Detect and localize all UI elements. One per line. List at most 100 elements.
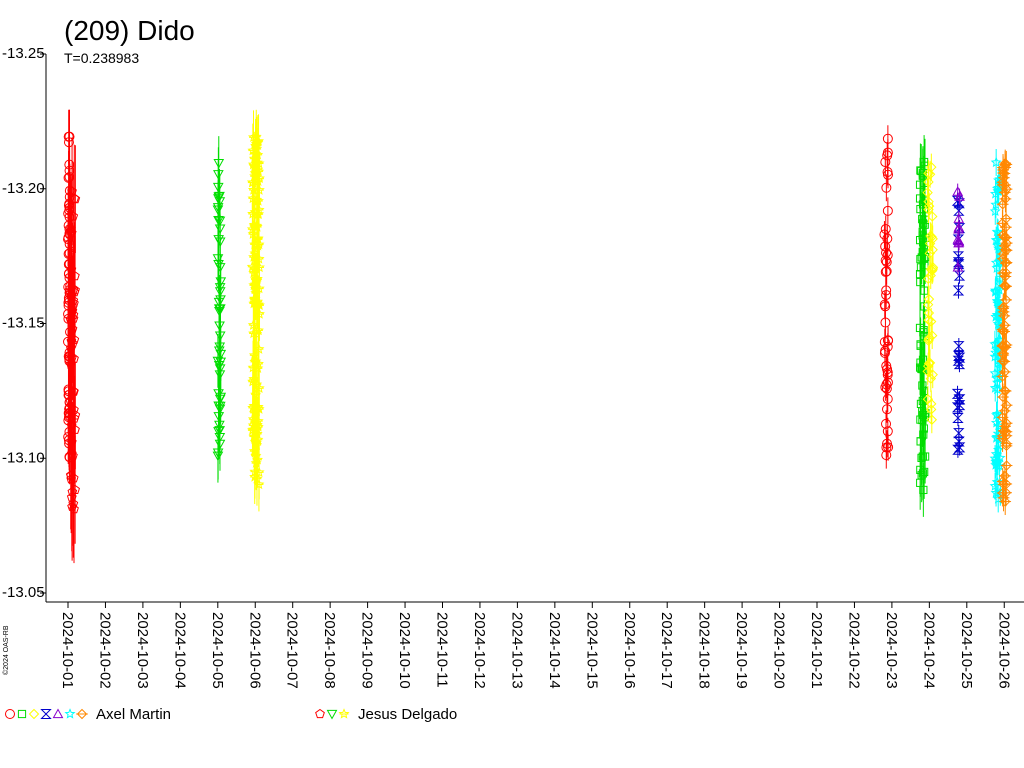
data-point: [997, 433, 1008, 444]
data-point: [992, 444, 1005, 455]
x-tick-label: 2024-10-18: [696, 612, 713, 689]
data-point: [249, 293, 261, 304]
data-point: [999, 356, 1010, 367]
data-point: [926, 161, 937, 173]
data-point: [998, 326, 1009, 337]
data-point: [882, 250, 893, 261]
data-point: [882, 147, 893, 158]
data-point: [881, 379, 892, 390]
data-point: [953, 221, 965, 232]
data-point: [918, 227, 927, 236]
y-tick-label: -13.15: [2, 315, 45, 332]
data-point: [922, 187, 933, 198]
data-point: [952, 413, 964, 424]
data-point: [1000, 193, 1011, 205]
data-point: [923, 200, 935, 212]
data-point: [248, 327, 260, 339]
data-point: [215, 277, 227, 287]
data-point: [214, 404, 226, 415]
data-point: [953, 352, 966, 363]
data-point: [916, 358, 925, 367]
data-point: [881, 418, 892, 429]
data-point: [213, 158, 225, 169]
x-tick-label: 2024-10-08: [321, 612, 338, 689]
x-tick-label: 2024-10-13: [508, 612, 525, 689]
data-point: [919, 410, 928, 420]
data-point: [999, 232, 1010, 243]
y-tick-label: -13.20: [2, 180, 45, 197]
data-point: [212, 448, 224, 459]
data-point: [953, 428, 965, 439]
data-point: [1000, 162, 1011, 173]
series-5: [915, 135, 930, 517]
data-point: [247, 361, 259, 373]
y-tick-label: -13.05: [2, 584, 45, 601]
data-point: [923, 333, 934, 345]
data-point: [999, 280, 1010, 291]
x-tick-label: 2024-10-26: [995, 612, 1012, 689]
data-point: [212, 356, 224, 367]
data-point: [1001, 478, 1012, 490]
data-point: [998, 326, 1010, 337]
data-point: [952, 285, 965, 296]
data-point: [881, 182, 892, 193]
legend-marker: [315, 708, 325, 719]
data-point: [1000, 385, 1011, 397]
data-point: [989, 338, 1001, 349]
legend-marker: [64, 708, 76, 719]
data-point: [70, 424, 80, 434]
data-point: [247, 402, 259, 413]
data-point: [952, 186, 964, 196]
series-7: [951, 192, 966, 458]
x-tick-label: 2024-10-20: [771, 612, 788, 689]
data-point: [882, 438, 893, 449]
data-point: [924, 248, 935, 259]
series-10: [996, 149, 1013, 516]
legend-label: Axel Martin: [96, 706, 171, 723]
data-point: [1000, 342, 1011, 353]
data-point: [991, 408, 1003, 419]
data-point: [916, 399, 926, 409]
x-tick-label: 2024-10-15: [583, 612, 600, 689]
data-point: [253, 135, 265, 146]
data-point: [252, 136, 264, 147]
data-point: [63, 131, 74, 142]
data-point: [922, 299, 934, 310]
data-point: [999, 366, 1011, 378]
x-tick-label: 2024-10-12: [471, 612, 488, 689]
data-point: [214, 197, 226, 207]
legend: Axel Martin Jesus Delgado: [5, 706, 457, 723]
x-tick-label: 2024-10-17: [658, 612, 675, 689]
x-tick-label: 2024-10-04: [171, 612, 188, 689]
data-point: [251, 419, 263, 430]
data-point: [248, 349, 260, 361]
data-point: [253, 478, 265, 490]
data-point: [880, 266, 891, 277]
x-tick-label: 2024-10-02: [96, 612, 113, 689]
data-point: [880, 301, 891, 312]
data-point: [1001, 399, 1012, 411]
data-point: [993, 255, 1005, 267]
x-axis-ticks: 2024-10-01 2024-10-02 2024-10-03 2024-10-04…: [59, 602, 1012, 689]
data-point: [997, 371, 1008, 382]
chart-subtitle: T=0.238983: [64, 50, 139, 66]
data-point: [992, 318, 1004, 329]
data-point: [990, 234, 1002, 245]
data-point: [68, 386, 79, 396]
x-tick-label: 2024-10-09: [359, 612, 376, 689]
data-point: [916, 277, 925, 287]
data-point: [991, 383, 1003, 395]
data-point: [926, 414, 938, 425]
x-tick-label: 2024-10-14: [546, 612, 563, 689]
y-tick-label: -13.25: [2, 45, 45, 62]
data-point: [881, 266, 892, 277]
series-2: [212, 136, 227, 483]
data-point: [924, 357, 936, 369]
series-4: [879, 125, 894, 469]
data-point: [999, 168, 1010, 179]
data-point: [882, 426, 893, 437]
x-tick-label: 2024-10-23: [883, 612, 900, 689]
data-point: [953, 341, 965, 352]
x-tick-label: 2024-10-11: [434, 612, 451, 688]
series-6: [922, 153, 939, 434]
